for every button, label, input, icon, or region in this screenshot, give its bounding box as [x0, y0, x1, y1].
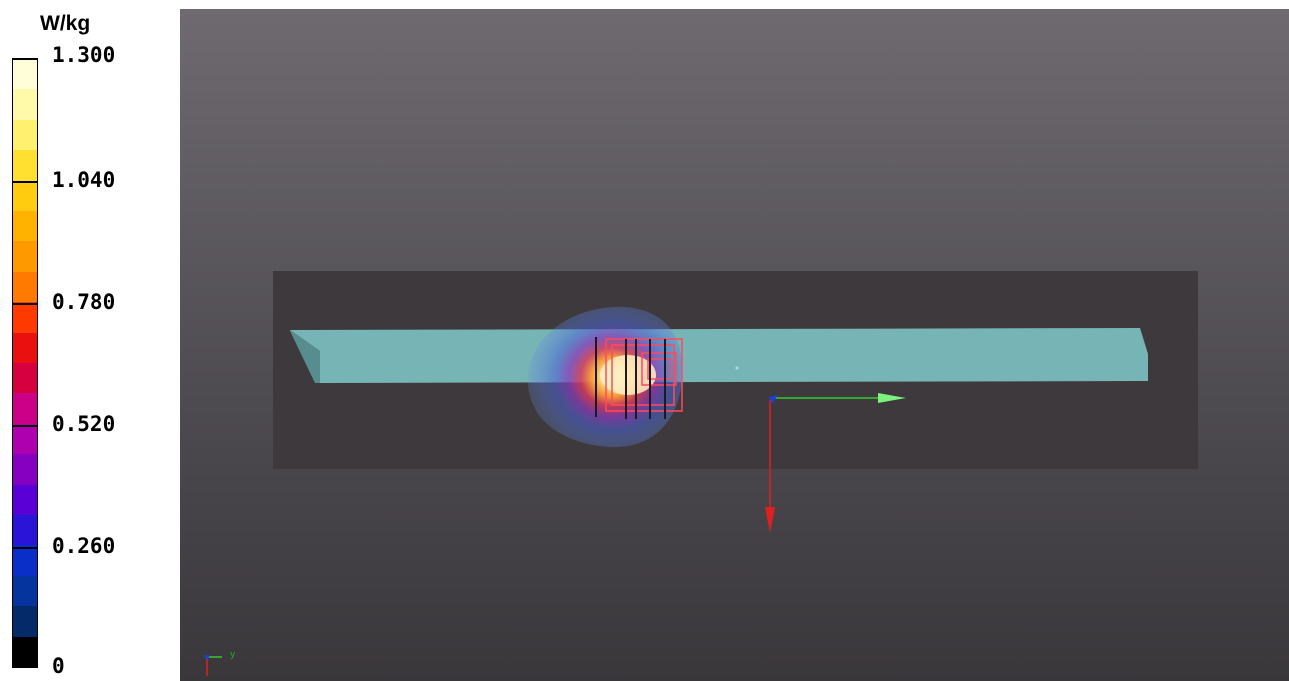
legend-tick-label: 0 — [52, 654, 65, 678]
3d-scene — [205, 271, 1198, 676]
measurement-grid — [605, 338, 683, 412]
legend-tick-label: 0.780 — [52, 290, 116, 314]
coordinate-axes — [765, 393, 906, 533]
legend-color-band — [13, 180, 37, 212]
probe-lines — [595, 337, 666, 419]
legend-tick-mark — [12, 425, 38, 427]
legend-color-band — [13, 515, 37, 546]
legend-color-band — [13, 241, 37, 273]
reference-dot — [735, 366, 739, 370]
legend-color-band — [13, 393, 37, 425]
legend-color-band — [13, 150, 37, 182]
orientation-mini-axes — [205, 655, 222, 676]
color-scale-legend: W/kg 1.300 1.040 0.780 0.520 0.260 0 — [0, 0, 180, 681]
legend-color-band — [13, 575, 37, 607]
legend-color-band — [13, 332, 37, 364]
legend-color-band — [13, 636, 37, 667]
legend-tick-mark — [12, 303, 38, 305]
legend-tick-mark — [12, 181, 38, 183]
legend-color-band — [13, 89, 37, 121]
legend-tick-label: 0.520 — [52, 412, 116, 436]
legend-tick-mark — [12, 547, 38, 549]
legend-color-band — [13, 484, 37, 516]
legend-color-band — [13, 545, 37, 577]
legend-color-band — [13, 59, 37, 90]
legend-color-band — [13, 423, 37, 455]
legend-color-bar — [12, 58, 38, 668]
legend-color-band — [13, 211, 37, 242]
legend-color-band — [13, 454, 37, 486]
legend-tick-label: 0.260 — [52, 534, 116, 558]
3d-viewport[interactable]: y — [180, 9, 1289, 681]
legend-color-band — [13, 363, 37, 394]
legend-color-band — [13, 119, 37, 151]
device-shelf — [290, 328, 1148, 383]
legend-color-band — [13, 271, 37, 303]
legend-tick-mark — [12, 58, 38, 60]
legend-unit-label: W/kg — [40, 12, 91, 35]
legend-tick-label: 1.040 — [52, 168, 116, 192]
legend-color-band — [13, 606, 37, 638]
device-shelf-side — [290, 330, 320, 383]
legend-color-band — [13, 302, 37, 334]
legend-tick-label: 1.300 — [52, 43, 116, 67]
mini-axis-label: y — [230, 650, 236, 660]
